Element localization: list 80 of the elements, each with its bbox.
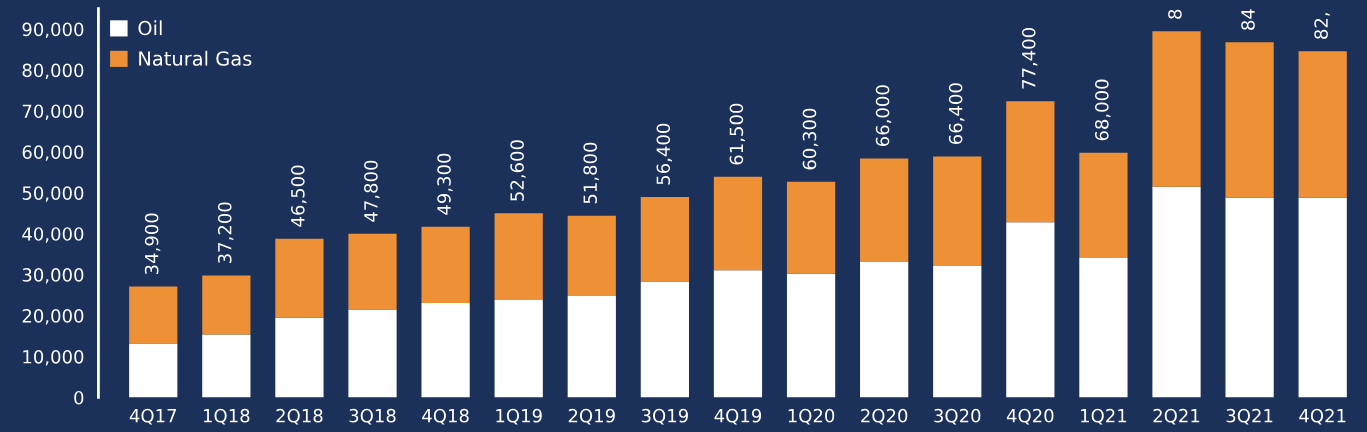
bar [1006,101,1055,223]
x-tick-label: 4Q21 [1299,408,1346,425]
bar [494,300,543,398]
y-tick-label: 70,000 [22,104,84,120]
annotation: 37,200 [217,202,234,263]
annotation: 68,000 [1095,79,1111,141]
bar [1079,257,1128,398]
annotation: 66,000 [875,85,892,147]
bar [1079,152,1128,258]
x-tick-label: 1Q20 [788,408,835,425]
bar [567,215,616,296]
bar [275,238,324,318]
y-tick-label: 20,000 [22,309,84,325]
y-tick-label: 10,000 [23,349,84,366]
annotation: 84 [1241,9,1255,30]
x-tick-label: 2Q21 [1153,408,1200,425]
annotation: 82, [1314,13,1330,39]
bar [786,181,836,274]
annotation: 34,900 [144,213,161,275]
annotation: 66,400 [948,83,965,145]
bar [1225,197,1274,398]
x-tick-label: 4Q19 [714,408,762,425]
bar [933,266,982,398]
x-tick-label: 3Q19 [641,408,688,425]
bar [1152,31,1201,187]
bar [202,275,251,335]
bar [421,302,470,398]
bar [348,233,397,310]
annotation: 60,300 [802,108,819,170]
annotation: 77,400 [1021,28,1038,89]
bar [640,281,689,398]
annotation: 52,600 [510,140,526,201]
legend-label: Natural Gas [139,50,252,66]
y-tick-label: 90,000 [22,22,84,39]
bar [567,295,616,398]
annotation: 56,400 [656,123,672,185]
bar [421,226,470,303]
bar [713,176,763,271]
annotation: 61,500 [729,103,746,165]
annotation: 49,300 [437,153,453,215]
x-tick-label: 3Q20 [934,408,981,425]
y-tick-label: 50,000 [22,186,84,202]
bar [129,286,178,344]
x-tick-label: 1Q19 [496,408,542,425]
annotation: 51,800 [583,142,599,204]
bar [1298,197,1347,398]
bar [786,273,836,398]
bar [1298,51,1347,198]
bar [129,343,178,398]
bar [860,158,909,262]
y-tick-label: 80,000 [22,63,84,79]
bar [494,213,543,301]
bar [1225,42,1274,198]
bar [348,309,397,398]
x-tick-label: 1Q21 [1081,408,1127,425]
x-tick-label: 3Q18 [349,408,396,425]
bar [1006,222,1055,398]
x-tick-label: 1Q18 [203,408,250,425]
annotation: 8 [1168,9,1182,19]
y-tick-label: 60,000 [22,145,84,161]
bar [202,334,251,398]
x-tick-label: 2Q20 [861,408,908,425]
x-tick-label: 2Q19 [568,408,615,425]
x-tick-label: 4Q18 [422,408,469,425]
y-tick-label: 40,000 [22,227,84,243]
x-tick-label: 2Q18 [276,408,323,425]
bar [713,270,763,398]
y-tick-label: 30,000 [22,268,84,284]
x-tick-label: 3Q21 [1226,408,1273,425]
bar [860,261,909,398]
annotation: 47,800 [364,160,380,222]
bar [640,196,689,282]
bar [1152,186,1201,398]
y-tick-label: 0 [74,390,84,405]
x-tick-label: 4Q20 [1006,408,1054,425]
annotation: 46,500 [291,165,307,227]
x-tick-label: 4Q17 [129,408,177,425]
legend-label: Oil [138,20,162,36]
bar [275,317,324,398]
bar [933,156,982,267]
